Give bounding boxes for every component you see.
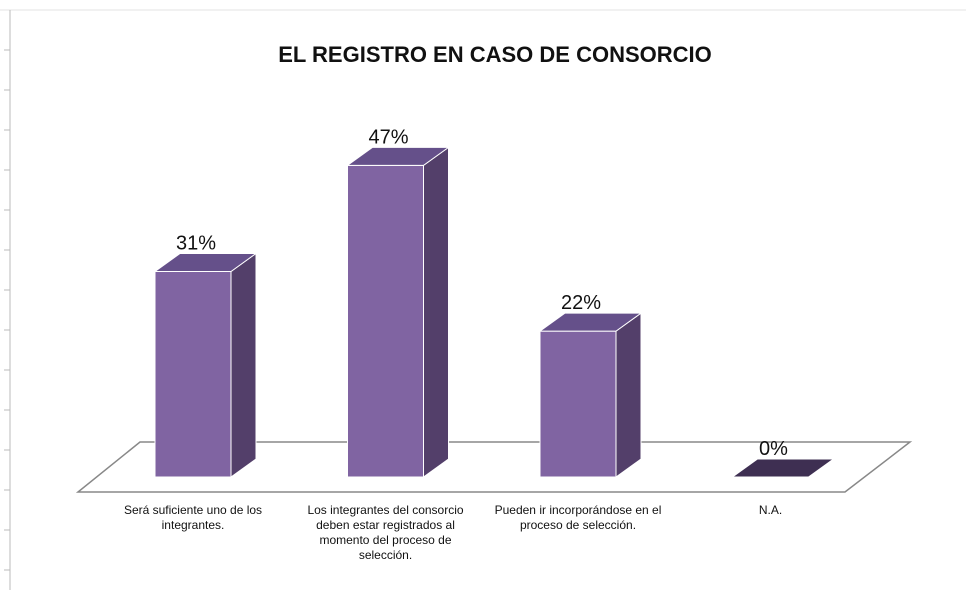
data-label: 0% [759,438,788,460]
bar-side [615,312,642,478]
data-label: 47% [368,126,408,148]
x-tick-label: N.A. [758,503,783,517]
bar [347,164,424,478]
x-tick-label: Pueden ir incorporándose en el proceso d… [494,503,662,532]
x-tick-label: Será suficiente uno de los integrantes. [123,503,263,532]
x-tick-label: Los integrantes del consorcio deben esta… [307,503,464,562]
floor [75,441,913,493]
bar-top [730,458,836,478]
bar-top [538,312,643,332]
bar-top [153,252,258,272]
bar-top [345,146,451,166]
data-label: 31% [176,232,216,254]
bar-side [423,146,449,478]
bar [539,330,617,478]
bar-side [230,252,257,478]
data-label: 22% [561,292,601,314]
bar [154,270,232,478]
chart-title: EL REGISTRO EN CASO DE CONSORCIO [278,42,712,67]
